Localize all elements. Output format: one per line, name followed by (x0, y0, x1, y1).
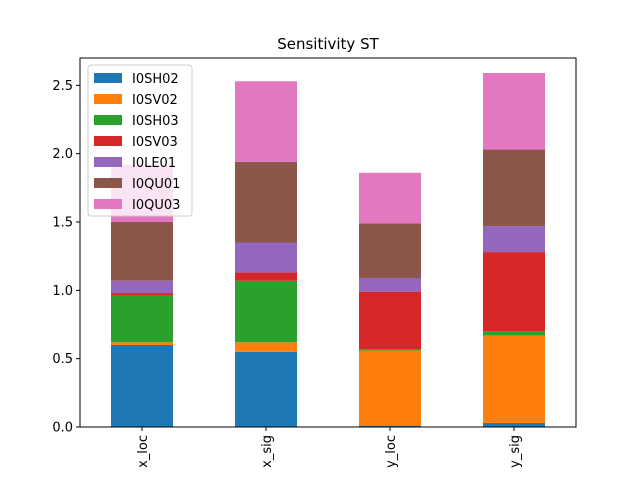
x-tick-label: x_loc (136, 435, 151, 468)
bar-i0sh03-x-loc (111, 295, 173, 343)
bar-i0sh03-x-sig (235, 280, 297, 343)
plot-frame (79, 57, 577, 428)
legend-label: I0SH03 (132, 114, 179, 129)
bar-i0qu03-x-sig (235, 81, 297, 162)
legend: I0SH02 I0SV02 I0SH03 I0SV03 I0LE01 I0QU01 I0QU… (87, 64, 193, 217)
legend-label: I0SV03 (132, 135, 178, 150)
bar-i0sv02-x-loc (111, 342, 173, 345)
bar-i0qu01-y-loc (359, 223, 421, 279)
legend-label: I0SV02 (132, 93, 178, 108)
bar-i0sv02-y-sig (483, 335, 545, 423)
legend-swatch (94, 136, 122, 146)
bar-i0sh03-y-loc (359, 349, 421, 351)
x-tick-label: x_sig (260, 435, 275, 468)
legend-label: I0LE01 (132, 156, 176, 171)
bar-i0le01-y-loc (359, 278, 421, 292)
chart-title: Sensitivity ST (277, 35, 379, 53)
legend-swatch (94, 178, 122, 188)
bar-i0qu03-y-loc (359, 172, 421, 224)
axes-layer: 0.0 0.5 1.0 1.5 2.0 2.5 x_loc x_sig y_loc y_sig (52, 57, 577, 468)
legend-label: I0QU03 (132, 198, 180, 213)
bar-i0sv03-x-sig (235, 272, 297, 281)
bar-i0sv03-x-loc (111, 293, 173, 296)
legend-label: I0QU01 (132, 177, 180, 192)
bar-i0sh02-x-sig (235, 351, 297, 427)
legend-swatch (94, 199, 122, 209)
y-tick-label: 0.5 (52, 352, 73, 367)
x-tick-label: y_loc (384, 435, 399, 468)
bar-i0sv02-x-sig (235, 342, 297, 352)
bar-i0sh03-y-sig (483, 331, 545, 336)
legend-swatch (94, 157, 122, 167)
y-tick-label: 1.0 (52, 284, 73, 299)
bar-i0sh02-y-sig (483, 422, 545, 427)
y-tick-label: 2.0 (52, 147, 73, 162)
legend-swatch (94, 115, 122, 125)
bar-i0le01-x-loc (111, 280, 173, 294)
y-tick-label: 0.0 (52, 421, 73, 436)
legend-swatch (94, 73, 122, 83)
y-tick-label: 1.5 (52, 216, 73, 231)
bar-i0sh02-x-loc (111, 345, 173, 427)
bar-i0qu03-y-sig (483, 73, 545, 150)
bar-i0qu01-y-sig (483, 149, 545, 227)
bar-i0sv03-y-loc (359, 291, 421, 350)
x-tick-label: y_sig (508, 435, 523, 468)
bar-i0le01-x-sig (235, 242, 297, 273)
legend-label: I0SH02 (132, 72, 179, 87)
bar-i0sv03-y-sig (483, 252, 545, 332)
bar-i0le01-y-sig (483, 226, 545, 253)
bar-i0sh02-y-loc (359, 425, 421, 427)
bar-i0sv02-y-loc (359, 350, 421, 426)
y-tick-label: 2.5 (52, 79, 73, 94)
bar-i0qu01-x-loc (111, 222, 173, 281)
legend-swatch (94, 94, 122, 104)
bar-i0qu01-x-sig (235, 161, 297, 243)
